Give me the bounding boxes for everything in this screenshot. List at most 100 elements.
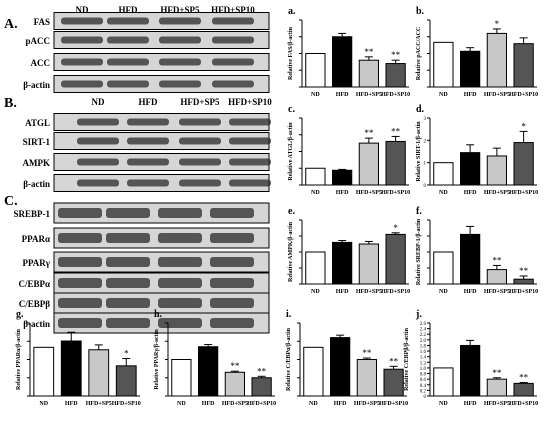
blot-band: [210, 318, 254, 328]
bar-chart-i: i. Relative C/EBPα/β-actin ND HFD ** HFD+SP5 *…: [286, 309, 408, 407]
blot-band: [210, 257, 254, 267]
blot-row-label: PPARα: [22, 234, 50, 244]
blot-band: [212, 36, 254, 44]
lane-label: HFD+SP5: [180, 97, 220, 107]
blot-band: [229, 158, 271, 166]
y-tick-label: 2.0: [420, 339, 427, 344]
blot-band: [77, 179, 119, 187]
blot-band: [106, 208, 150, 218]
blot-band: [127, 179, 169, 187]
blot-band: [179, 137, 221, 145]
blot-row-label: ATGL: [25, 118, 50, 128]
blot-band: [107, 58, 149, 66]
blot-row-label: β-actin: [23, 319, 50, 329]
significance-mark: **: [492, 368, 502, 378]
bar: [513, 142, 534, 186]
x-tick-label: ND: [309, 401, 318, 407]
x-tick-label: ND: [39, 401, 48, 407]
y-tick-label: 0.8: [420, 373, 427, 378]
x-tick-label: ND: [439, 289, 448, 295]
bar: [171, 359, 192, 397]
x-tick-label: HFD+SP5: [484, 401, 510, 407]
x-tick-label: ND: [311, 92, 320, 98]
chart-letter: i.: [286, 309, 292, 320]
bar: [433, 41, 454, 88]
y-tick-label: 1.2: [420, 361, 427, 366]
blot-row-label: C/EBPα: [18, 279, 50, 289]
y-axis-label: Relative SREBP-1/β-actin: [416, 218, 422, 285]
significance-mark: *: [124, 349, 129, 359]
chart-letter: d.: [416, 104, 425, 115]
bar: [383, 368, 404, 397]
x-tick-label: HFD: [334, 401, 347, 407]
x-tick-label: ND: [439, 190, 448, 196]
blot-band: [159, 17, 201, 25]
x-tick-label: ND: [439, 92, 448, 98]
blot-band: [179, 158, 221, 166]
x-tick-label: ND: [177, 401, 186, 407]
bar: [305, 251, 326, 285]
bar: [329, 337, 351, 397]
bar: [433, 162, 454, 186]
significance-mark: *: [521, 121, 526, 131]
blot-band: [61, 36, 103, 44]
blot-band: [77, 118, 119, 126]
bar: [513, 382, 534, 397]
blot-row-label: β-actin: [23, 179, 50, 189]
blot-band: [158, 233, 202, 243]
significance-mark: **: [391, 50, 401, 60]
bar: [358, 142, 380, 186]
significance-mark: **: [362, 348, 372, 358]
blot-band: [127, 118, 169, 126]
bar-chart-e: e. Relative AMPK/β-actin ND HFD HFD+SP5 * HFD+…: [288, 206, 410, 295]
blot-band: [106, 278, 150, 288]
y-axis-label: Relative PPARα/β-actin: [16, 328, 22, 390]
x-tick-label: HFD+SP10: [112, 401, 141, 407]
bar: [358, 243, 380, 285]
panel-letter-C: C.: [4, 194, 18, 209]
x-tick-label: HFD: [202, 401, 215, 407]
x-tick-label: HFD+SP10: [247, 401, 276, 407]
bar-chart-f: f.Relative SREBP-1/β-actin ND HFD ** HFD+SP5…: [416, 206, 538, 295]
chart-letter: f.: [416, 206, 422, 217]
significance-mark: **: [391, 126, 401, 136]
y-tick-label: 2.2: [420, 333, 427, 338]
blot-panel-B: B. ND HFD HFD+SP5 HFD+SP10 ATGL SIRT-1 AMPK β-ac…: [4, 96, 272, 192]
bar: [303, 346, 324, 397]
y-tick-label: 3: [424, 117, 427, 122]
significance-mark: *: [393, 223, 398, 233]
x-tick-label: HFD+SP5: [484, 289, 510, 295]
blot-band: [106, 318, 150, 328]
y-axis-label: Relative PPARγ/β-actin: [154, 329, 160, 390]
y-tick-label: 2: [424, 139, 427, 144]
bar: [486, 269, 508, 285]
bar: [459, 152, 481, 186]
bar: [433, 367, 454, 397]
x-tick-label: HFD+SP5: [356, 289, 382, 295]
bar: [433, 251, 454, 285]
bar: [385, 140, 406, 186]
bar: [385, 233, 406, 285]
blot-band: [158, 318, 202, 328]
bar: [331, 36, 353, 88]
blot-band: [107, 80, 149, 88]
blot-row-label: FAS: [34, 17, 50, 27]
bar: [358, 59, 380, 88]
x-tick-label: HFD+SP5: [356, 190, 382, 196]
blot-band: [77, 137, 119, 145]
y-tick-label: 0.2: [420, 389, 427, 394]
bar-chart-d: 0 1 2 3 d. Relative SIRT-1/β-actin ND HFD HFD+SP…: [416, 104, 538, 196]
bar: [513, 278, 534, 285]
bar: [459, 50, 481, 88]
x-tick-label: HFD+SP5: [484, 190, 510, 196]
blot-band: [212, 17, 254, 25]
blot-row-label: AMPK: [23, 158, 51, 168]
y-tick-label: 0.6: [420, 378, 427, 383]
x-tick-label: HFD+SP10: [509, 190, 538, 196]
x-tick-label: HFD: [336, 289, 349, 295]
lane-label: HFD+SP5: [160, 5, 200, 15]
lane-label: HFD: [119, 5, 138, 15]
y-tick-label: 1.0: [420, 367, 427, 372]
bar: [486, 378, 508, 397]
